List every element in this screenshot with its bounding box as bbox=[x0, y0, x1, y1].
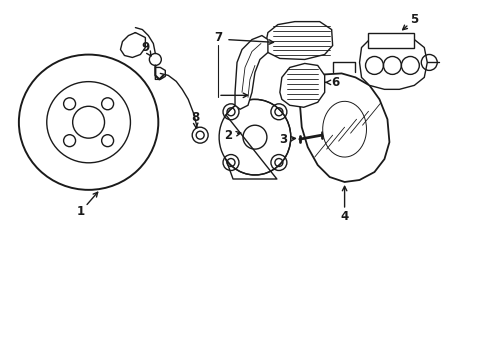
Polygon shape bbox=[359, 36, 426, 89]
Text: 4: 4 bbox=[340, 210, 348, 223]
Polygon shape bbox=[279, 64, 324, 107]
Polygon shape bbox=[322, 101, 366, 157]
Text: 8: 8 bbox=[191, 111, 199, 124]
Text: 9: 9 bbox=[141, 41, 149, 54]
Polygon shape bbox=[367, 32, 413, 47]
Text: 2: 2 bbox=[224, 129, 232, 142]
Text: 7: 7 bbox=[213, 31, 222, 44]
Text: 1: 1 bbox=[76, 205, 85, 218]
Polygon shape bbox=[219, 99, 290, 175]
Polygon shape bbox=[235, 36, 267, 109]
Polygon shape bbox=[264, 22, 332, 60]
Text: 5: 5 bbox=[409, 13, 418, 26]
Polygon shape bbox=[299, 74, 389, 182]
Text: 6: 6 bbox=[331, 76, 339, 89]
Text: 3: 3 bbox=[278, 133, 287, 146]
